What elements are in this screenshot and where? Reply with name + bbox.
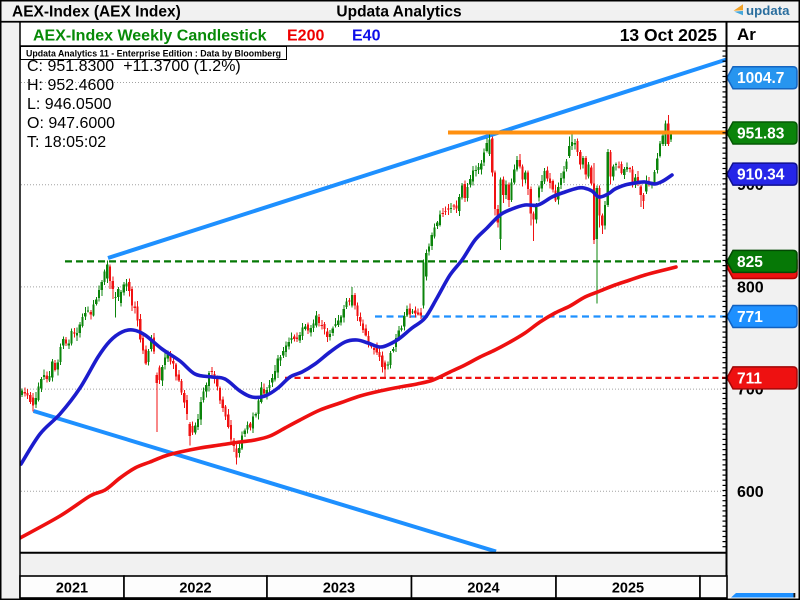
svg-text:Updata Analytics 11 - Enterpri: Updata Analytics 11 - Enterprise Edition… bbox=[26, 49, 281, 60]
svg-text:AEX-Index Weekly Candlestick: AEX-Index Weekly Candlestick bbox=[33, 28, 267, 45]
svg-text:updata: updata bbox=[746, 3, 790, 18]
svg-text:E200: E200 bbox=[287, 28, 324, 45]
svg-text:800: 800 bbox=[737, 279, 764, 296]
svg-text:910.34: 910.34 bbox=[737, 167, 785, 184]
svg-text:Ar: Ar bbox=[737, 25, 756, 44]
svg-text:2023: 2023 bbox=[323, 581, 355, 597]
svg-text:711: 711 bbox=[737, 370, 762, 387]
svg-text:Updata Analytics: Updata Analytics bbox=[336, 4, 461, 21]
svg-text:T: 18:05:02: T: 18:05:02 bbox=[27, 134, 106, 151]
svg-text:H: 952.4600: H: 952.4600 bbox=[27, 77, 114, 94]
svg-text:600: 600 bbox=[737, 484, 764, 501]
svg-text:2025: 2025 bbox=[612, 581, 644, 597]
svg-text:L: 946.0500: L: 946.0500 bbox=[27, 96, 112, 113]
svg-text:951.83: 951.83 bbox=[737, 126, 785, 143]
svg-text:AEX-Index (AEX Index): AEX-Index (AEX Index) bbox=[12, 4, 181, 21]
svg-text:13 Oct 2025: 13 Oct 2025 bbox=[620, 25, 718, 45]
svg-text:1004.7: 1004.7 bbox=[737, 70, 784, 87]
svg-text:2024: 2024 bbox=[467, 581, 499, 597]
svg-text:825: 825 bbox=[737, 254, 763, 271]
svg-text:E40: E40 bbox=[352, 28, 381, 45]
svg-text:771: 771 bbox=[737, 309, 763, 326]
svg-text:O: 947.6000: O: 947.6000 bbox=[27, 115, 115, 132]
svg-text:2021: 2021 bbox=[56, 581, 88, 597]
svg-text:2022: 2022 bbox=[179, 581, 211, 597]
svg-text:C: 951.8300+11.3700 (1.2%): C: 951.8300 +11.3700 (1.2%) bbox=[27, 58, 241, 75]
